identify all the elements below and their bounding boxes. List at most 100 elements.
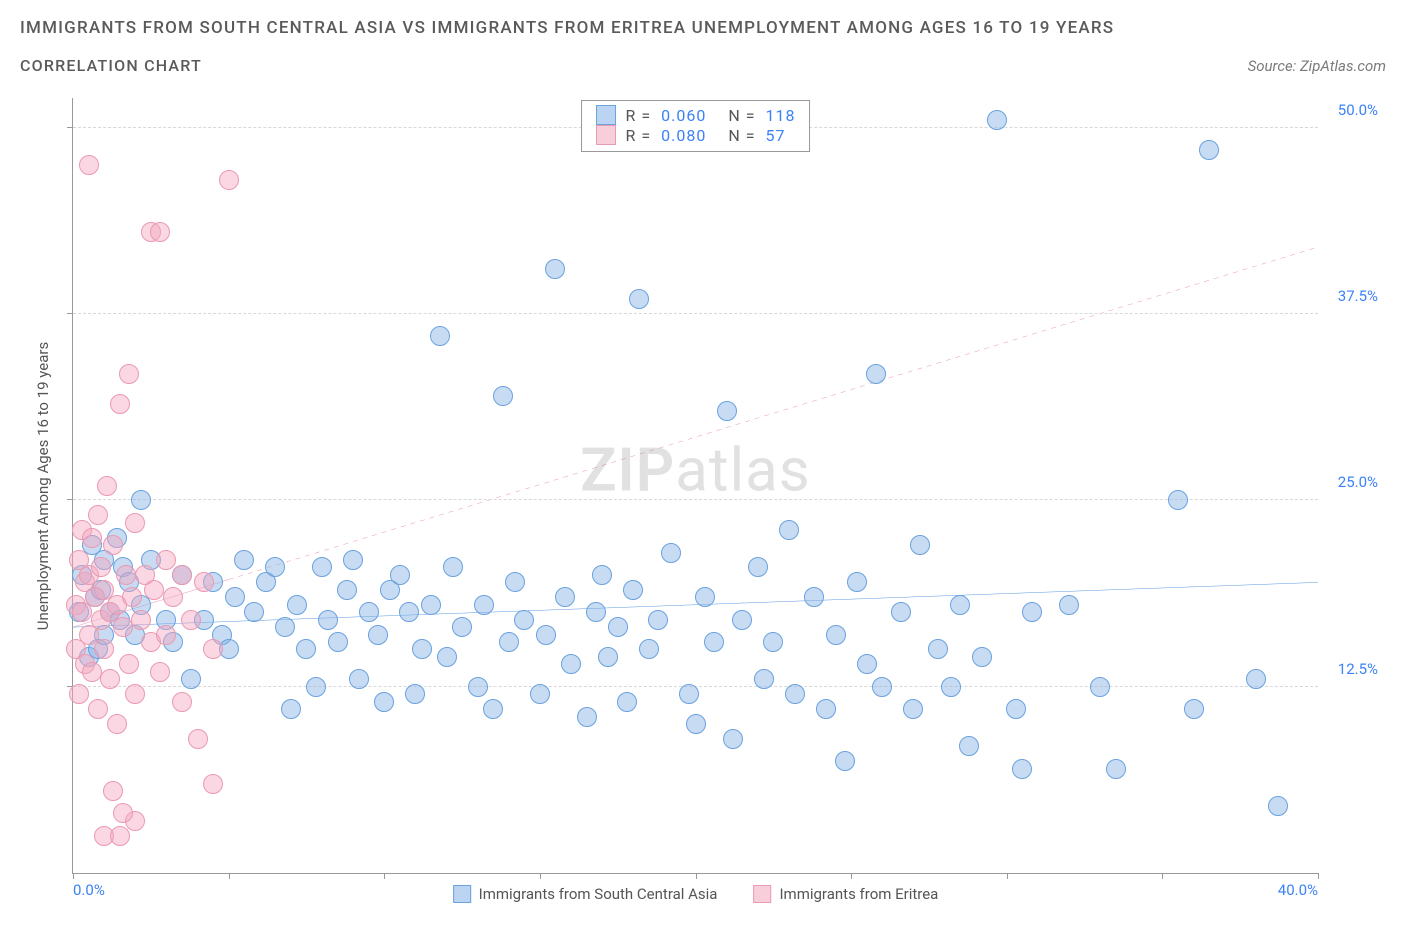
- xtick: [540, 873, 541, 879]
- scatter-point: [94, 639, 114, 659]
- scatter-point: [891, 602, 911, 622]
- xtick: [1007, 873, 1008, 879]
- scatter-point: [468, 677, 488, 697]
- source-credit: Source: ZipAtlas.com: [1248, 57, 1386, 75]
- scatter-point: [561, 654, 581, 674]
- scatter-point: [421, 595, 441, 615]
- source-label: Source:: [1248, 57, 1297, 75]
- scatter-point: [555, 587, 575, 607]
- scatter-point: [412, 639, 432, 659]
- scatter-point: [275, 617, 295, 637]
- gridline-h: [73, 499, 1318, 500]
- scatter-point: [219, 170, 239, 190]
- scatter-point: [586, 602, 606, 622]
- scatter-point: [452, 617, 472, 637]
- scatter-point: [748, 557, 768, 577]
- chart-container: Unemployment Among Ages 16 to 19 years R…: [20, 98, 1386, 910]
- legend-n-label: N =: [728, 106, 755, 125]
- scatter-point: [779, 520, 799, 540]
- scatter-point: [368, 625, 388, 645]
- scatter-point: [88, 505, 108, 525]
- ytick-label: 37.5%: [1338, 287, 1378, 305]
- scatter-point: [1012, 759, 1032, 779]
- scatter-point: [113, 617, 133, 637]
- scatter-point: [723, 729, 743, 749]
- scatter-point: [318, 610, 338, 630]
- scatter-point: [732, 610, 752, 630]
- plot-area: Unemployment Among Ages 16 to 19 years R…: [72, 98, 1318, 874]
- scatter-point: [1022, 602, 1042, 622]
- scatter-point: [903, 699, 923, 719]
- scatter-point: [107, 714, 127, 734]
- scatter-point: [598, 647, 618, 667]
- ytick: [67, 127, 73, 128]
- scatter-point: [188, 729, 208, 749]
- scatter-point: [754, 669, 774, 689]
- watermark-zip: ZIP: [580, 435, 675, 506]
- scatter-point: [103, 535, 123, 555]
- xtick: [1318, 873, 1319, 879]
- legend-swatch: [596, 125, 616, 145]
- xtick-label: 0.0%: [73, 881, 105, 899]
- scatter-point: [536, 625, 556, 645]
- scatter-point: [287, 595, 307, 615]
- scatter-point: [122, 587, 142, 607]
- ytick: [67, 313, 73, 314]
- scatter-point: [1199, 140, 1219, 160]
- scatter-point: [1168, 490, 1188, 510]
- scatter-point: [577, 707, 597, 727]
- scatter-point: [163, 587, 183, 607]
- scatter-point: [639, 639, 659, 659]
- scatter-point: [69, 684, 89, 704]
- scatter-point: [493, 386, 513, 406]
- scatter-point: [131, 610, 151, 630]
- scatter-point: [661, 543, 681, 563]
- xtick: [73, 873, 74, 879]
- scatter-point: [928, 639, 948, 659]
- scatter-point: [181, 610, 201, 630]
- legend-series-item: Immigrants from Eritrea: [753, 885, 938, 903]
- scatter-point: [82, 528, 102, 548]
- scatter-point: [306, 677, 326, 697]
- legend-n-value: 118: [765, 106, 795, 125]
- ytick-label: 12.5%: [1338, 660, 1378, 678]
- scatter-point: [97, 476, 117, 496]
- legend-r-label: R =: [626, 106, 652, 125]
- legend-series-item: Immigrants from South Central Asia: [453, 885, 718, 903]
- scatter-point: [1184, 699, 1204, 719]
- scatter-point: [194, 572, 214, 592]
- scatter-point: [695, 587, 715, 607]
- scatter-point: [648, 610, 668, 630]
- scatter-point: [686, 714, 706, 734]
- scatter-point: [119, 654, 139, 674]
- legend-stats: R =0.060N =118R =0.080N =57: [581, 100, 811, 152]
- legend-swatch: [753, 885, 771, 903]
- scatter-point: [910, 535, 930, 555]
- legend-stat-row: R =0.060N =118: [596, 105, 796, 125]
- scatter-point: [835, 751, 855, 771]
- scatter-point: [816, 699, 836, 719]
- scatter-point: [150, 222, 170, 242]
- legend-series: Immigrants from South Central Asia Immigr…: [453, 885, 939, 903]
- watermark: ZIPatlas: [580, 435, 811, 506]
- scatter-point: [203, 639, 223, 659]
- scatter-point: [1090, 677, 1110, 697]
- chart-subtitle: CORRELATION CHART: [20, 56, 202, 75]
- scatter-point: [987, 110, 1007, 130]
- scatter-point: [156, 550, 176, 570]
- scatter-point: [156, 625, 176, 645]
- scatter-point: [679, 684, 699, 704]
- scatter-point: [430, 326, 450, 346]
- scatter-point: [349, 669, 369, 689]
- xtick: [229, 873, 230, 879]
- scatter-point: [150, 662, 170, 682]
- scatter-point: [405, 684, 425, 704]
- legend-swatch: [596, 105, 616, 125]
- scatter-point: [119, 364, 139, 384]
- header: IMMIGRANTS FROM SOUTH CENTRAL ASIA VS IM…: [0, 0, 1406, 83]
- scatter-point: [328, 632, 348, 652]
- xtick: [851, 873, 852, 879]
- scatter-point: [103, 781, 123, 801]
- scatter-point: [592, 565, 612, 585]
- ytick: [67, 499, 73, 500]
